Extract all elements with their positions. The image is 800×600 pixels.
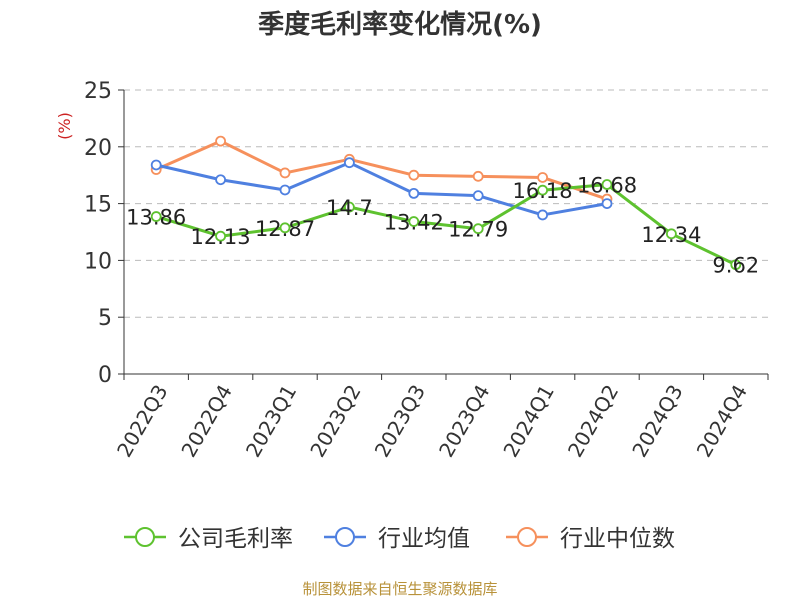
chart-title: 季度毛利率变化情况(%) bbox=[258, 10, 542, 40]
data-label: 12.34 bbox=[641, 223, 701, 247]
data-point bbox=[343, 157, 355, 169]
legend-marker bbox=[335, 527, 355, 547]
data-label: 9.62 bbox=[712, 254, 759, 278]
series-line bbox=[155, 139, 608, 201]
x-tick-label: 2022Q4 bbox=[176, 381, 236, 462]
series-line bbox=[155, 161, 608, 217]
data-label: 12.79 bbox=[448, 218, 508, 242]
data-point bbox=[279, 184, 291, 196]
series-line bbox=[155, 183, 737, 267]
data-point bbox=[408, 216, 420, 227]
data-label: 16.18 bbox=[513, 179, 573, 203]
y-axis-label: (%) bbox=[55, 112, 74, 140]
data-point bbox=[150, 211, 162, 222]
x-tick-label: 2024Q3 bbox=[627, 381, 687, 462]
data-point bbox=[215, 174, 227, 186]
data-point bbox=[472, 223, 484, 235]
legend-marker bbox=[517, 527, 537, 547]
data-point bbox=[408, 169, 420, 181]
data-label: 13.42 bbox=[384, 211, 444, 235]
legend-marker bbox=[135, 527, 155, 547]
data-label: 14.7 bbox=[326, 196, 373, 220]
data-point bbox=[279, 167, 291, 179]
data-label: 13.86 bbox=[126, 206, 186, 230]
data-label: 12.87 bbox=[255, 217, 315, 241]
data-label: 16.68 bbox=[577, 174, 637, 198]
x-tick-label: 2024Q2 bbox=[563, 381, 623, 462]
data-point bbox=[408, 187, 420, 199]
y-tick-label: 20 bbox=[84, 136, 112, 161]
data-point bbox=[472, 190, 484, 202]
legend-label: 行业均值 bbox=[378, 526, 470, 552]
data-point bbox=[215, 230, 227, 242]
y-tick-label: 5 bbox=[98, 306, 112, 331]
data-point bbox=[537, 172, 548, 183]
data-label: 12.13 bbox=[191, 225, 251, 249]
x-tick-label: 2023Q1 bbox=[241, 381, 301, 462]
data-point bbox=[537, 209, 548, 221]
data-point bbox=[215, 135, 227, 147]
x-tick-label: 2023Q3 bbox=[370, 381, 430, 462]
data-point bbox=[537, 184, 548, 196]
data-point bbox=[150, 159, 162, 171]
data-point bbox=[601, 198, 613, 210]
y-tick-label: 10 bbox=[84, 249, 112, 274]
data-point bbox=[666, 228, 677, 240]
y-tick-label: 25 bbox=[84, 79, 112, 104]
x-tick-label: 2023Q4 bbox=[434, 381, 494, 462]
data-point bbox=[730, 259, 742, 271]
y-tick-label: 15 bbox=[84, 193, 112, 218]
data-point bbox=[279, 222, 291, 234]
data-source-note: 制图数据来自恒生聚源数据库 bbox=[302, 580, 498, 598]
data-point bbox=[343, 201, 355, 213]
y-tick-label: 0 bbox=[98, 363, 112, 388]
legend-label: 公司毛利率 bbox=[178, 526, 293, 552]
x-tick-label: 2022Q3 bbox=[112, 381, 172, 462]
legend-label: 行业中位数 bbox=[560, 526, 675, 552]
x-tick-label: 2023Q2 bbox=[305, 381, 365, 462]
x-tick-label: 2024Q1 bbox=[498, 381, 558, 462]
data-point bbox=[472, 170, 484, 182]
data-point bbox=[601, 179, 613, 190]
x-tick-label: 2024Q4 bbox=[692, 381, 752, 462]
